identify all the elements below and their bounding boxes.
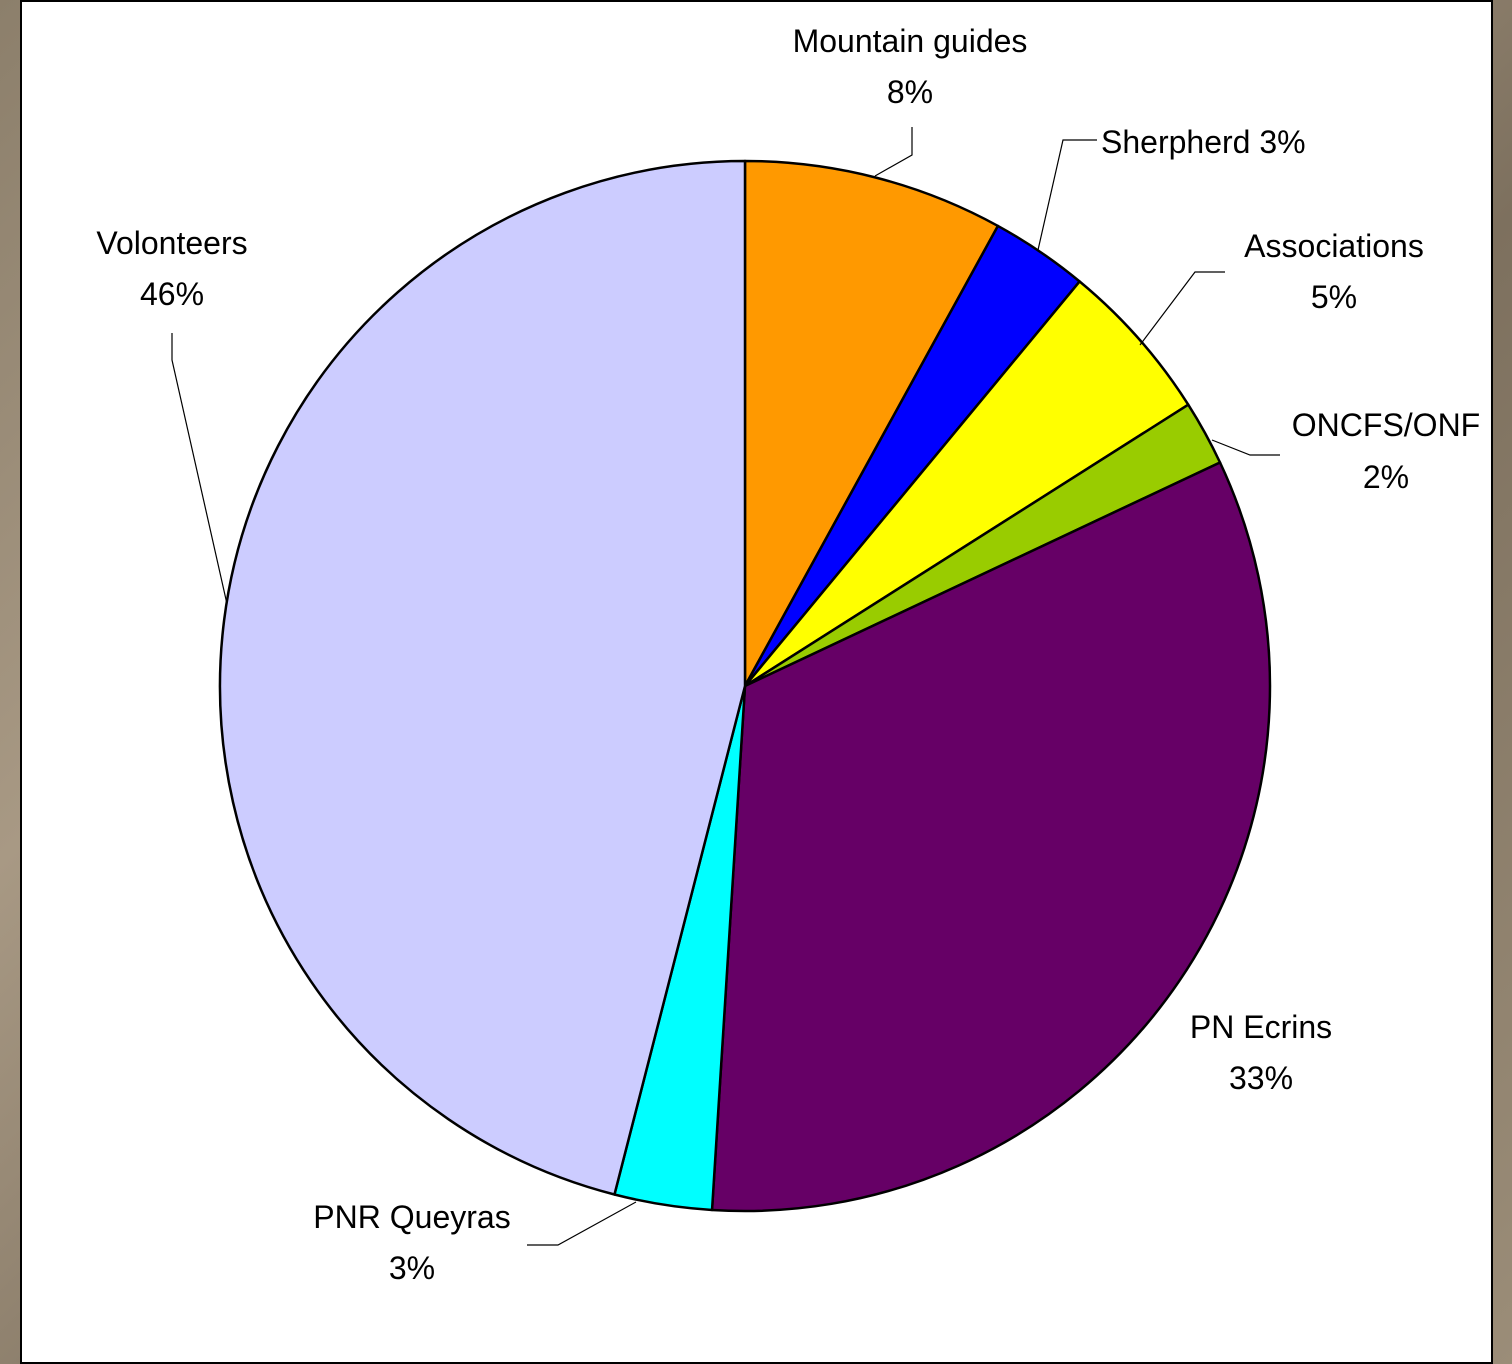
label-pnr-queyras: PNR Queyras (313, 1199, 510, 1235)
percent-volonteers: 46% (140, 276, 204, 312)
leader-lines (171, 127, 1280, 1246)
leader-line-assoc (1139, 271, 1225, 346)
pie-slice-mountain (743, 159, 1000, 688)
label-oncfs-onf: ONCFS/ONF (1292, 407, 1480, 443)
leader-line-mountain (874, 127, 913, 177)
label-associations: Associations (1244, 228, 1424, 264)
percent-pn-ecrins: 33% (1229, 1060, 1293, 1096)
pie-slice-volonteers (218, 159, 747, 1196)
leader-line-sherpherd (1037, 139, 1097, 251)
label-mountain-guides: Mountain guides (793, 23, 1028, 59)
label-sherpherd: Sherpherd 3% (1101, 124, 1306, 160)
pie-slices (218, 159, 1272, 1213)
percent-associations: 5% (1311, 279, 1357, 315)
percent-pnr-queyras: 3% (389, 1250, 435, 1286)
leader-line-oncfs (1211, 439, 1280, 456)
leader-line-queyras (527, 1201, 637, 1246)
pie-slice-assoc (743, 280, 1190, 688)
pie-slice-ecrins (710, 461, 1272, 1213)
label-pn-ecrins: PN Ecrins (1190, 1009, 1332, 1045)
leader-line-volonteers (171, 333, 228, 605)
percent-oncfs-onf: 2% (1363, 459, 1409, 495)
label-volonteers: Volonteers (96, 225, 247, 261)
percent-mountain-guides: 8% (887, 74, 933, 110)
